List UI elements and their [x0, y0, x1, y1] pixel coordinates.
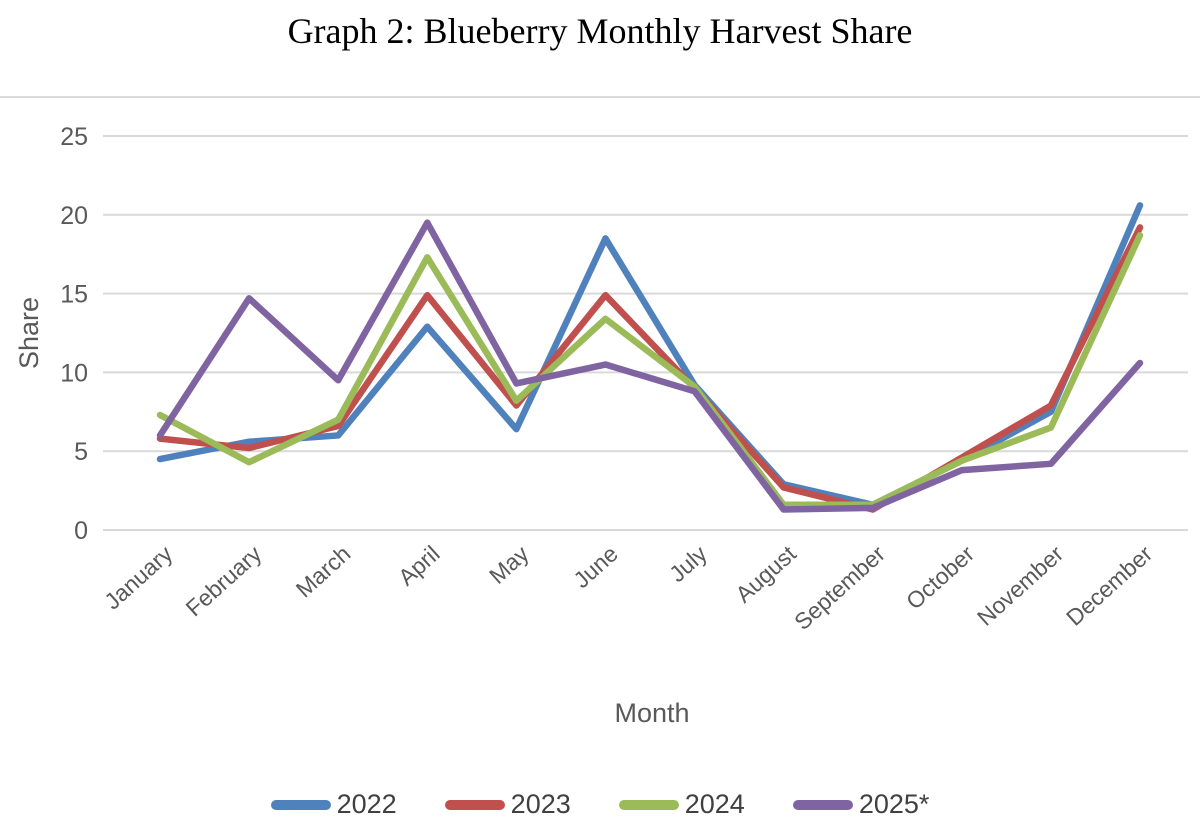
legend-swatch-2025: [792, 799, 853, 810]
x-axis-title: Month: [614, 698, 689, 728]
legend-swatch-2023: [444, 799, 505, 810]
x-tick-label-june: June: [568, 540, 622, 593]
y-tick-label-20: 20: [60, 202, 88, 230]
x-tick-label-february: February: [181, 540, 267, 621]
legend-label-2024: 2024: [684, 789, 745, 819]
y-tick-label-15: 15: [60, 281, 88, 309]
legend-item-2023: 2023: [444, 789, 571, 820]
series-line-2025: [156, 219, 1144, 513]
x-tick-label-april: April: [393, 540, 445, 590]
x-tick-label-january: January: [99, 540, 178, 614]
title-divider: [0, 96, 1200, 98]
y-tick-label-25: 25: [60, 123, 88, 151]
x-tick-label-march: March: [291, 540, 356, 602]
legend-label-2025: 2025*: [858, 789, 930, 819]
y-axis-title: Share: [14, 297, 44, 369]
legend-item-2024: 2024: [618, 789, 745, 820]
legend-item-2022: 2022: [270, 789, 397, 820]
y-tick-label-10: 10: [60, 359, 88, 387]
x-tick-label-december: December: [1061, 540, 1157, 631]
series-line-2024: [156, 232, 1144, 509]
legend: 2022 2023 2024 2025*: [0, 789, 1200, 820]
line-chart-canvas: 0 5 10 15 20 25 January February March April May Ju…: [60, 123, 1188, 728]
x-tick-label-october: October: [901, 540, 979, 614]
legend-swatch-2022: [270, 799, 331, 810]
chart-title: Graph 2: Blueberry Monthly Harvest Share: [287, 11, 913, 51]
legend-label-2023: 2023: [510, 789, 571, 819]
legend-swatch-2024: [618, 799, 679, 810]
y-axis-title-canvas: Share: [14, 297, 44, 369]
y-tick-label-0: 0: [74, 517, 88, 545]
x-tick-label-august: August: [730, 540, 801, 608]
x-tick-label-may: May: [484, 540, 534, 589]
x-tick-label-november: November: [972, 540, 1068, 631]
legend-item-2025: 2025*: [792, 789, 930, 820]
x-tick-label-september: September: [789, 540, 890, 635]
y-tick-label-5: 5: [74, 438, 88, 466]
x-tick-label-july: July: [664, 540, 712, 587]
legend-label-2022: 2022: [336, 789, 397, 819]
